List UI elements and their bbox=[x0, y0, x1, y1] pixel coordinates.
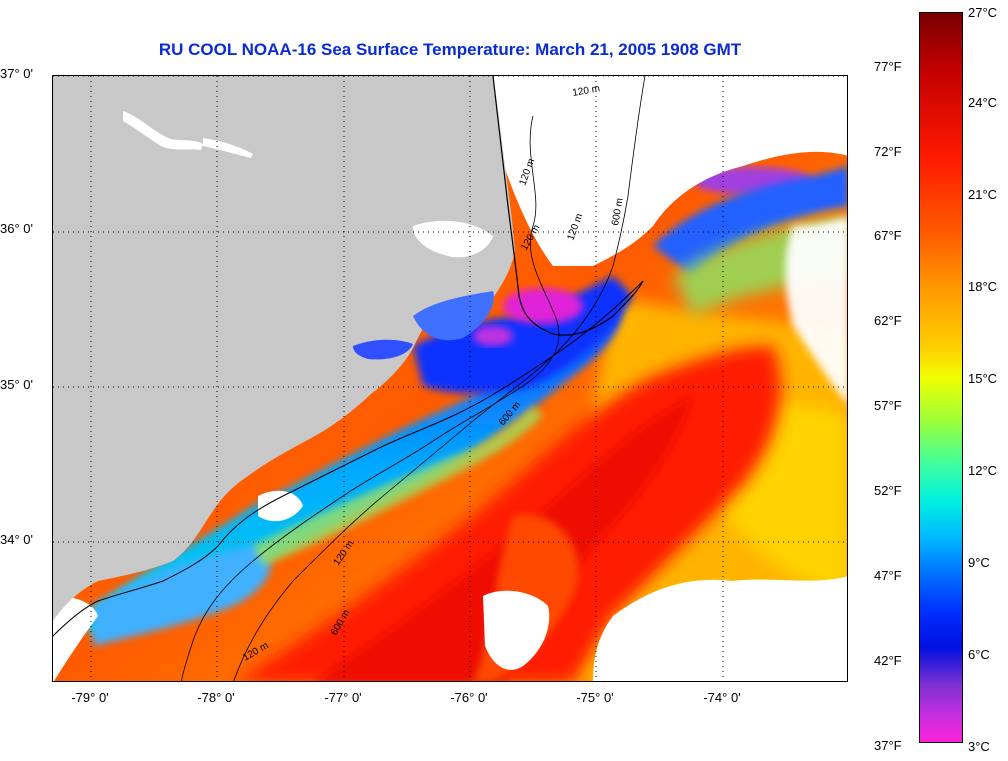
cloud-southwest bbox=[53, 596, 98, 681]
colorbar-f-label: 47°F bbox=[874, 568, 902, 583]
north-cold-strip bbox=[653, 166, 847, 276]
cloud-south bbox=[483, 590, 550, 670]
colorbar-c-label: 27°C bbox=[968, 5, 998, 20]
neuse-river bbox=[353, 339, 413, 360]
temperature-colorbar bbox=[919, 12, 963, 743]
cold-pocket-2 bbox=[473, 326, 513, 346]
albemarle-sound bbox=[413, 220, 493, 258]
cloud-northeast bbox=[493, 76, 847, 266]
coastline bbox=[53, 280, 644, 637]
colorbar-f-label: 77°F bbox=[874, 59, 902, 74]
graticule bbox=[53, 76, 847, 681]
lon-label-75: -75° 0' bbox=[576, 690, 614, 705]
lat-label-36: 36° 0' bbox=[0, 221, 33, 236]
colorbar-f-label: 62°F bbox=[874, 313, 902, 328]
colorbar-c-label: 12°C bbox=[968, 463, 998, 478]
colorbar-f-label: 67°F bbox=[874, 228, 902, 243]
lon-label-79: -79° 0' bbox=[71, 690, 109, 705]
colorbar-f-label: 52°F bbox=[874, 483, 902, 498]
colorbar-f-label: 72°F bbox=[874, 144, 902, 159]
map-title: RU COOL NOAA-16 Sea Surface Temperature:… bbox=[158, 40, 742, 59]
colorbar-c-label: 24°C bbox=[968, 95, 998, 110]
lat-label-37: 37° 0' bbox=[0, 66, 33, 81]
inland-lake-1 bbox=[123, 111, 203, 150]
sst-map: 120 m 120 m 120 m 600 m 120 m 600 m 120 … bbox=[52, 75, 848, 682]
cloud-east-edge bbox=[785, 216, 847, 404]
isobath-label: 600 m bbox=[610, 197, 626, 226]
land-mass bbox=[53, 76, 515, 621]
colorbar-c-label: 18°C bbox=[968, 279, 998, 294]
inland-lake-2 bbox=[203, 138, 253, 158]
isobath-120m bbox=[180, 115, 560, 681]
shelf-water-south bbox=[93, 546, 271, 646]
colorbar-c-label: 9°C bbox=[968, 555, 990, 570]
lat-label-34: 34° 0' bbox=[0, 532, 33, 547]
lon-label-74: -74° 0' bbox=[703, 690, 741, 705]
colorbar-c-label: 3°C bbox=[968, 739, 990, 754]
cold-pocket-1 bbox=[503, 288, 583, 324]
colorbar-f-label: 42°F bbox=[874, 653, 902, 668]
colorbar-c-label: 15°C bbox=[968, 371, 998, 386]
outer-banks bbox=[492, 76, 644, 336]
lon-label-78: -78° 0' bbox=[197, 690, 235, 705]
isobath-600m bbox=[233, 76, 646, 681]
shelf-front-green bbox=[253, 406, 543, 566]
lon-label-77: -77° 0' bbox=[324, 690, 362, 705]
lat-label-35: 35° 0' bbox=[0, 377, 33, 392]
colorbar-c-label: 6°C bbox=[968, 647, 990, 662]
colorbar-f-label: 57°F bbox=[874, 398, 902, 413]
colorbar-c-label: 21°C bbox=[968, 187, 998, 202]
lon-label-76: -76° 0' bbox=[450, 690, 488, 705]
gulf-stream-core bbox=[315, 396, 693, 681]
cloud-west-patch bbox=[258, 490, 303, 522]
cloud-southeast bbox=[593, 576, 847, 681]
pamlico-sound bbox=[413, 291, 494, 341]
isobath-label: 120 m bbox=[572, 83, 601, 99]
colorbar-f-label: 37°F bbox=[874, 738, 902, 753]
